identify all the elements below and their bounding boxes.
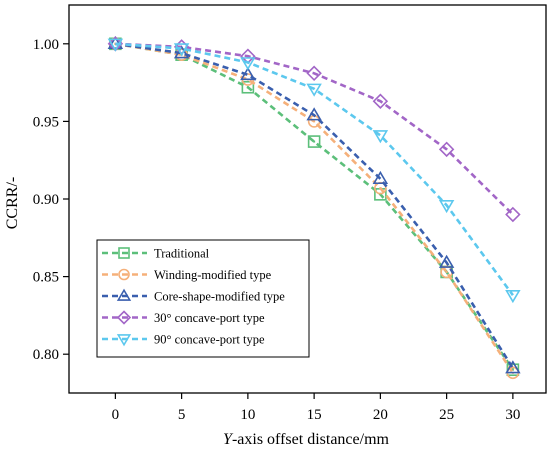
triangle-up-marker	[372, 170, 389, 185]
y-tick-label: 0.80	[33, 347, 59, 363]
diamond-marker	[116, 310, 132, 325]
marker-dot	[313, 140, 316, 143]
x-axis-title: Y-axis offset distance/mm	[223, 431, 389, 448]
series-line	[115, 42, 514, 296]
marker-dot	[123, 273, 125, 276]
triangle-up-marker	[173, 45, 190, 59]
triangle-up-marker	[306, 107, 322, 121]
triangle-up-marker	[505, 360, 521, 374]
legend-item-90-concave-port-type: 90° concave-port type	[102, 333, 265, 347]
legend-box	[96, 239, 310, 358]
diamond-marker	[505, 206, 521, 223]
square-marker	[307, 135, 321, 148]
series-90-concave-port-type	[107, 38, 521, 304]
y-axis-title: CCRR/-	[4, 177, 21, 229]
legend-label: Traditional	[154, 247, 210, 261]
y-tick-label: 0.85	[33, 270, 59, 286]
series-line	[115, 42, 514, 216]
axes	[63, 4, 547, 399]
legend-item-30-concave-port-type: 30° concave-port type	[102, 310, 265, 325]
marker-dot	[445, 270, 448, 273]
x-axis-title-italic: Y	[223, 431, 234, 448]
x-tick-label: 0	[112, 407, 120, 423]
legend-label: Core-shape-modified type	[154, 290, 285, 304]
marker-dot	[511, 368, 514, 371]
tick-labels: 0 5 10 15 20 25 30 0.80 0.85 0.90 0.95 1.00	[33, 37, 521, 423]
diamond-marker	[372, 93, 389, 109]
diamond-marker	[306, 65, 322, 82]
triangle-up-marker	[240, 66, 256, 81]
legend-label: 90° concave-port type	[154, 333, 265, 347]
series-line	[115, 42, 515, 369]
triangle-down-marker	[107, 38, 124, 52]
triangle-down-marker	[505, 289, 521, 304]
x-tick-label: 30	[505, 407, 520, 423]
series-group	[107, 35, 521, 380]
x-tick-label: 10	[240, 407, 255, 423]
y-tick-label: 0.90	[33, 192, 59, 208]
square-marker	[118, 247, 130, 259]
triangle-down-marker	[438, 199, 455, 214]
x-tick-label: 25	[439, 407, 454, 423]
marker-dot	[313, 120, 316, 123]
legend-label: 30° concave-port type	[154, 311, 265, 325]
marker-dot	[114, 42, 117, 45]
circle-marker	[118, 268, 130, 281]
series-30-concave-port-type	[107, 36, 521, 223]
x-axis-title-rest: -axis offset distance/mm	[232, 431, 390, 448]
x-tick-label: 20	[373, 407, 388, 423]
x-tick-label: 5	[178, 407, 186, 423]
marker-dot	[123, 252, 125, 254]
legend-item-winding-modified-type: Winding-modified type	[102, 268, 272, 282]
x-tick-label: 15	[307, 407, 322, 423]
triangle-down-marker	[116, 334, 132, 347]
legend: Traditional Winding-modified type Core-sha…	[96, 239, 310, 358]
legend-label: Winding-modified type	[154, 268, 272, 282]
legend-item-core-shape-modified-type: Core-shape-modified type	[102, 288, 285, 304]
series-core-shape-modified-type	[107, 35, 521, 374]
y-tick-label: 0.95	[33, 114, 59, 130]
legend-item-traditional: Traditional	[102, 247, 210, 261]
triangle-down-marker	[173, 43, 190, 57]
marker-dot	[246, 86, 249, 89]
y-tick-label: 1.00	[33, 37, 59, 53]
square-marker	[241, 80, 255, 94]
triangle-up-marker	[116, 288, 132, 301]
triangle-down-marker	[372, 130, 389, 144]
triangle-up-marker	[438, 254, 455, 268]
triangle-down-marker	[240, 57, 256, 71]
triangle-down-marker	[306, 83, 322, 97]
marker-dot	[379, 187, 382, 190]
diamond-marker	[438, 141, 455, 158]
